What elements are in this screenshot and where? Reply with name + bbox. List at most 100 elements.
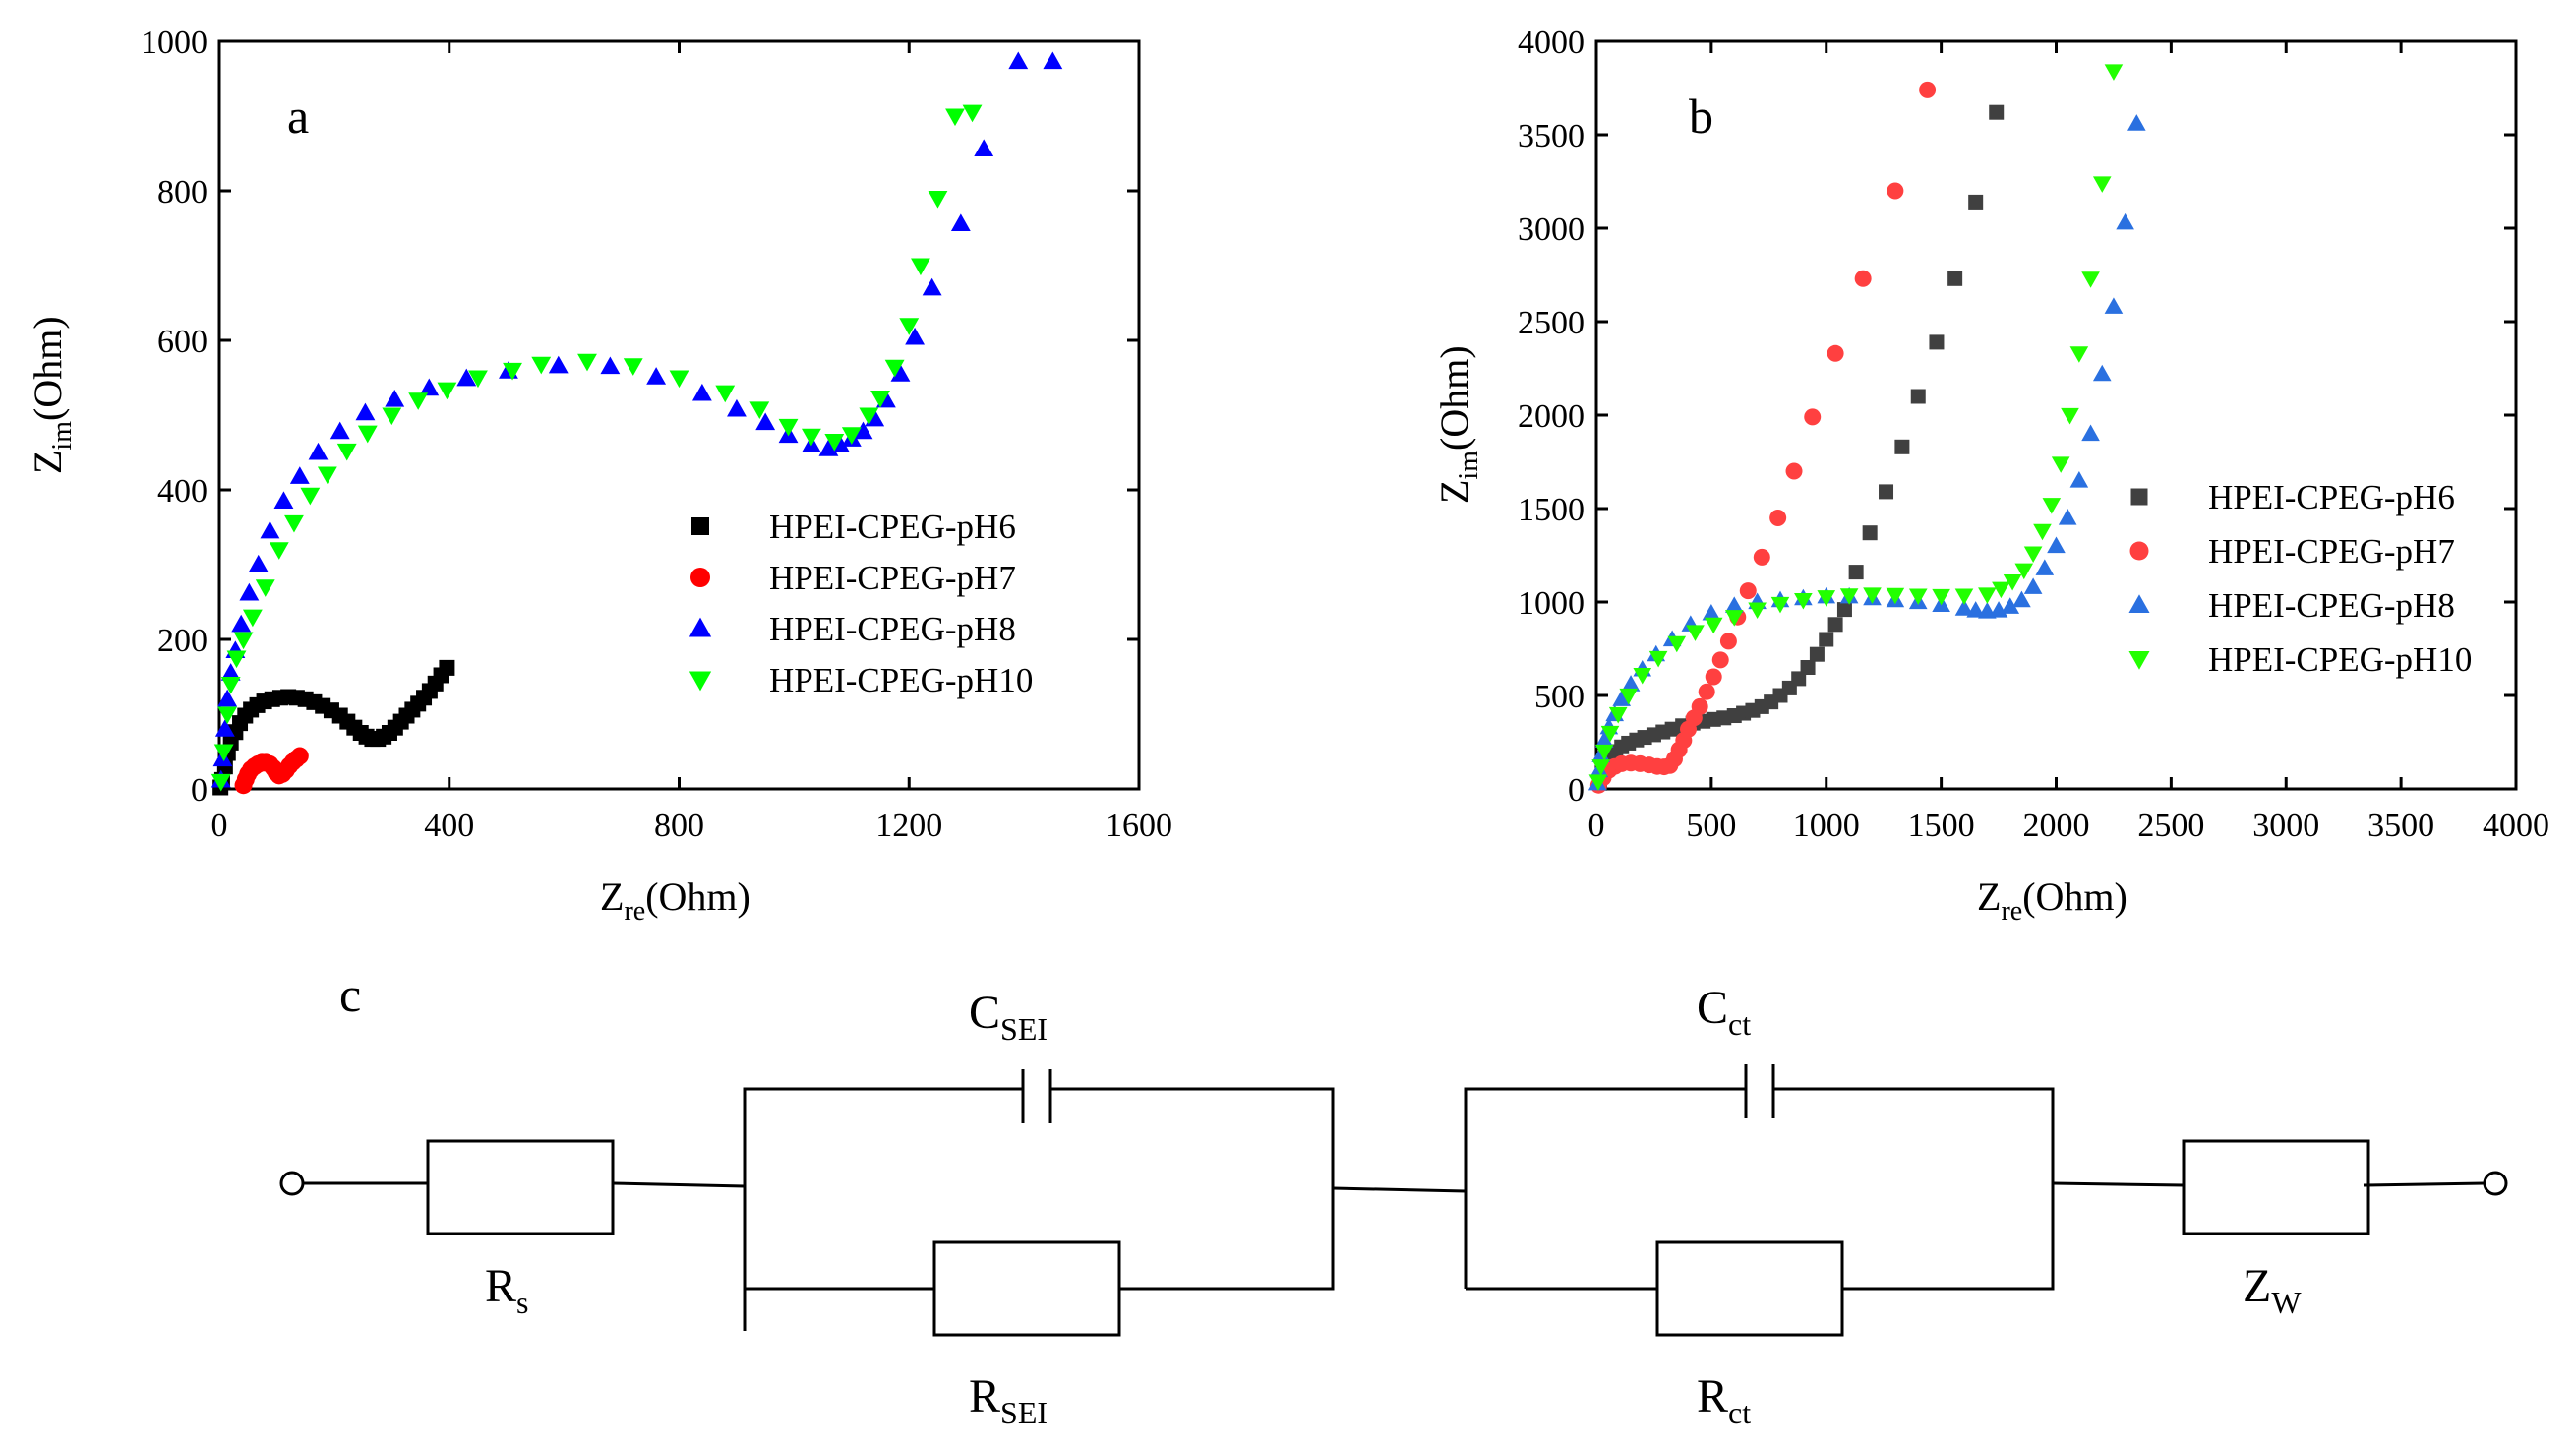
panel-b-y-tick-label: 4000 — [1518, 25, 1585, 61]
data-point — [870, 390, 890, 408]
panel-b-series-HPEI-CPEG-pH6 — [1592, 104, 2005, 791]
panel-b-x-tick-label: 4000 — [2483, 808, 2549, 844]
panel-a-legend: HPEI-CPEG-pH6 HPEI-CPEG-pH7 HPEI-CPEG-pH8 H… — [689, 508, 1033, 699]
panel-a-y-tick-label: 1000 — [141, 25, 208, 61]
data-point — [1886, 587, 1905, 605]
panel-a-x-tick-label: 400 — [424, 808, 474, 844]
label-cct: Cct — [1697, 982, 1751, 1042]
panel-a-label: a — [287, 89, 309, 144]
data-point — [1719, 633, 1737, 650]
data-point — [1724, 596, 1744, 613]
data-point — [950, 213, 971, 231]
circuit-terminal-right — [2483, 1171, 2508, 1196]
data-point — [911, 258, 930, 276]
data-point — [1705, 668, 1722, 686]
resistor-rsei — [932, 1240, 1121, 1337]
data-point — [1848, 565, 1864, 580]
data-point — [2001, 597, 2020, 614]
data-point — [1612, 690, 1632, 706]
data-point — [1968, 194, 1984, 210]
panel-b-axes: 0 500 1000 1500 2000 2500 3000 3500 4000 0 500 1000… — [1518, 25, 2549, 844]
panel-a-x-tick-label: 0 — [211, 808, 228, 844]
data-point — [1043, 51, 1063, 70]
data-point — [248, 554, 269, 572]
circuit-terminal-left — [279, 1171, 305, 1196]
panel-b-x-tick-label: 2500 — [2137, 808, 2204, 844]
data-point — [1698, 683, 1715, 700]
panel-b-x-tick-label: 1500 — [1908, 808, 1975, 844]
data-point — [217, 689, 238, 707]
capacitor-csei — [1021, 1069, 1052, 1123]
panel-b-series-HPEI-CPEG-pH10 — [1588, 64, 2124, 791]
data-point — [503, 362, 522, 381]
data-point — [1954, 599, 1974, 616]
data-point — [2042, 498, 2062, 514]
data-point — [1932, 588, 1950, 606]
data-point — [577, 353, 597, 372]
data-point — [2092, 364, 2112, 382]
panel-b-y-axis-label: Zim(Ohm) — [1432, 345, 1484, 504]
data-point — [419, 378, 440, 396]
data-point — [439, 659, 455, 676]
label-rs: Rs — [485, 1260, 528, 1320]
data-point — [231, 614, 252, 633]
panel-a-x-tick-label: 1600 — [1106, 808, 1172, 844]
panel-b-label: b — [1689, 89, 1713, 144]
legend-label: HPEI-CPEG-pH8 — [2208, 586, 2455, 625]
resistor-rct — [1655, 1240, 1844, 1337]
panel-a-y-tick-label: 800 — [157, 174, 208, 211]
data-point — [317, 466, 337, 485]
legend-label: HPEI-CPEG-pH6 — [769, 508, 1016, 546]
data-point — [437, 382, 457, 400]
legend-marker — [690, 568, 710, 587]
data-point — [1770, 596, 1790, 614]
data-point — [260, 520, 280, 539]
data-point — [1978, 587, 1997, 604]
data-point — [308, 442, 329, 460]
data-point — [778, 418, 799, 437]
data-point — [273, 491, 294, 509]
data-point — [945, 108, 965, 127]
data-point — [1753, 548, 1770, 566]
data-point — [1827, 344, 1844, 362]
data-point — [1588, 774, 1608, 791]
data-point — [1769, 510, 1787, 526]
data-point — [1947, 271, 1963, 286]
data-point — [1989, 104, 2005, 120]
element-zw — [2182, 1139, 2370, 1235]
parallel-block-sei — [743, 1087, 1335, 1331]
data-point — [456, 368, 477, 387]
label-zw: ZW — [2243, 1260, 2302, 1320]
data-point — [1827, 617, 1843, 633]
data-point — [691, 383, 712, 401]
data-point — [1748, 602, 1767, 620]
data-point — [749, 401, 770, 419]
data-point — [329, 421, 350, 440]
data-point — [1633, 668, 1652, 685]
data-point — [1621, 675, 1641, 692]
circuit-wire-right — [2052, 1181, 2486, 1187]
data-point — [884, 359, 905, 378]
data-point — [1667, 635, 1687, 653]
legend-marker — [2130, 488, 2148, 506]
data-point — [824, 434, 845, 452]
legend-marker — [2129, 541, 2149, 561]
data-point — [2069, 471, 2089, 488]
data-point — [2058, 509, 2077, 525]
data-point — [2104, 64, 2124, 81]
data-point — [239, 582, 260, 601]
data-point — [1929, 334, 1945, 350]
data-point — [2069, 346, 2089, 363]
data-point — [853, 421, 873, 440]
data-point — [1791, 671, 1807, 687]
data-point — [1704, 617, 1723, 634]
data-point — [408, 392, 429, 410]
data-point — [220, 677, 241, 694]
legend-label: HPEI-CPEG-pH6 — [2208, 478, 2455, 516]
data-point — [727, 398, 747, 417]
data-point — [1862, 525, 1878, 541]
legend-label: HPEI-CPEG-pH8 — [769, 610, 1016, 648]
data-point — [220, 663, 241, 681]
data-point — [357, 425, 378, 444]
